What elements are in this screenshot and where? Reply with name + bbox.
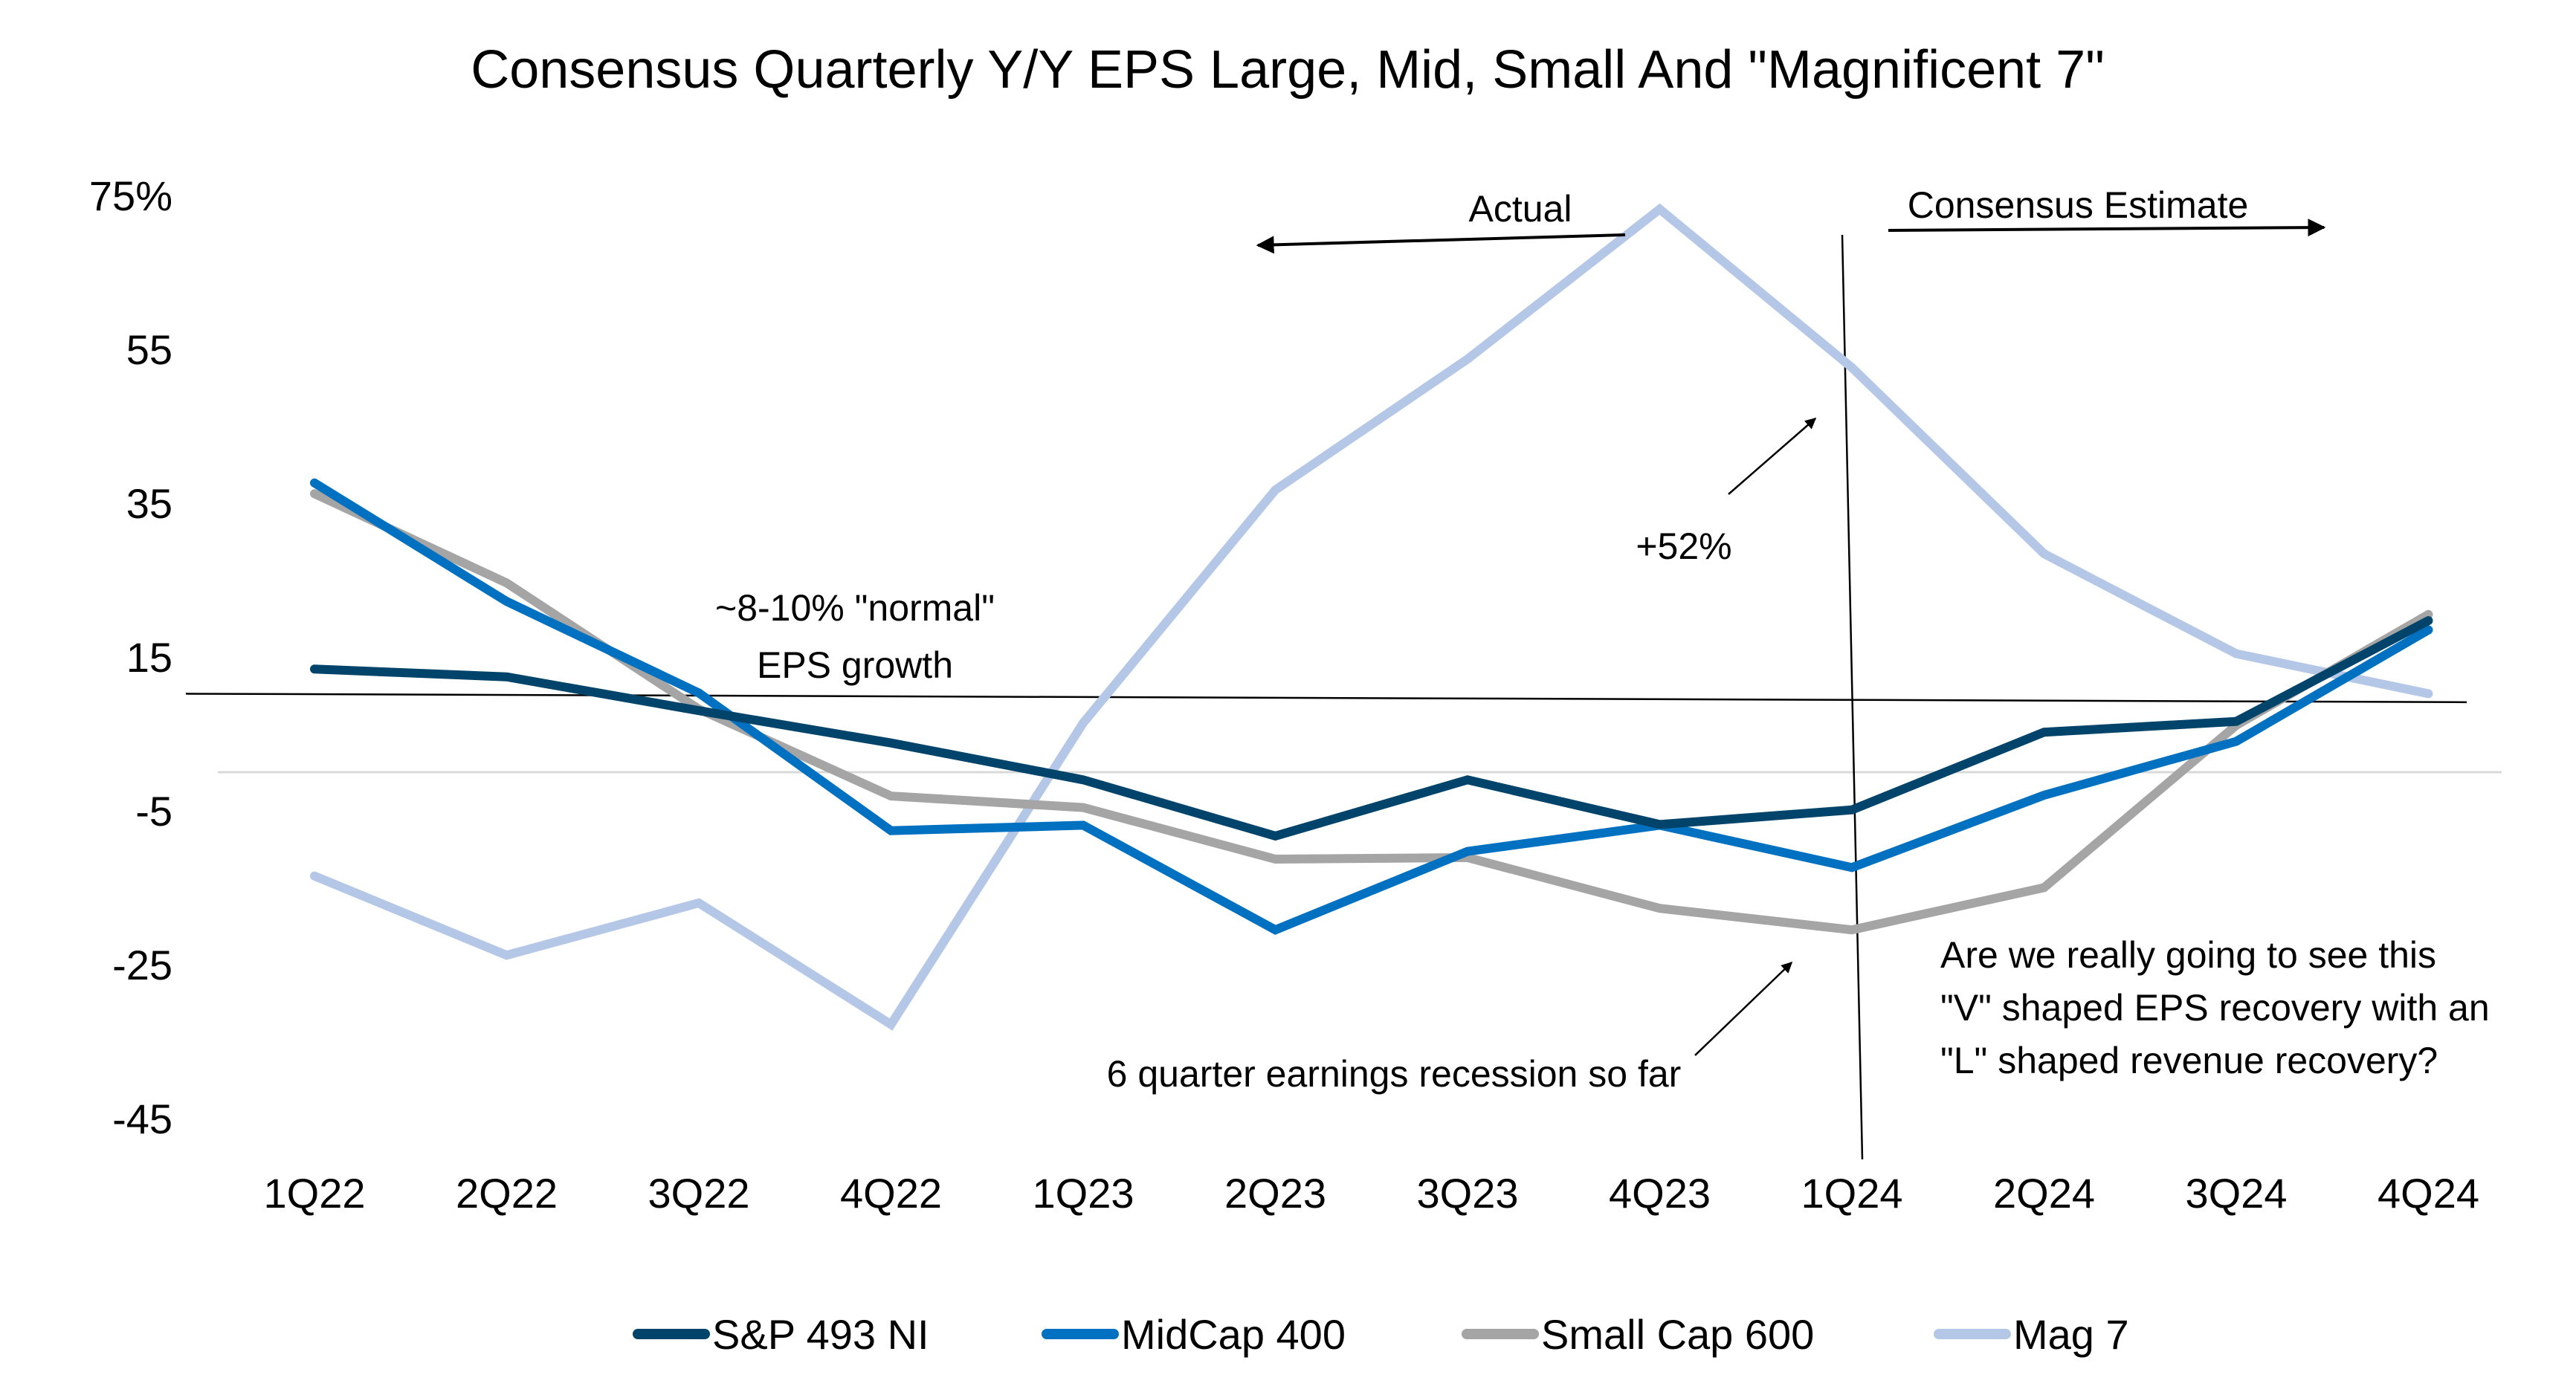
- annotation-question-line2: "V" shaped EPS recovery with an: [1940, 987, 2490, 1029]
- x-tick-label: 1Q23: [1033, 1170, 1134, 1217]
- y-tick-label: -5: [135, 788, 172, 835]
- y-tick-label: -45: [112, 1095, 172, 1142]
- x-tick-label: 2Q23: [1224, 1170, 1326, 1217]
- annotation-actual: Actual: [1469, 188, 1572, 230]
- x-axis: 1Q22 2Q22 3Q22 4Q22 1Q23 2Q23 3Q23 4Q23 1Q24 2Q24…: [264, 1170, 2480, 1217]
- series-line-mag-7: [310, 203, 2433, 1031]
- legend: S&P 493 NI MidCap 400 Small Cap 600 Mag 7: [633, 1311, 2129, 1358]
- plus52-arrow: [1728, 418, 1817, 495]
- actual-estimate-divider: [1841, 234, 1864, 1160]
- annotation-plus52: +52%: [1636, 525, 1731, 567]
- y-tick-label: -25: [112, 942, 172, 988]
- recession-arrow: [1694, 961, 1793, 1056]
- annotation-normal-line1: ~8-10% "normal": [715, 587, 995, 629]
- x-tick-label: 4Q22: [840, 1170, 942, 1217]
- x-tick-label: 2Q24: [1993, 1170, 2095, 1217]
- annotation-question-line3: "L" shaped revenue recovery?: [1940, 1040, 2438, 1081]
- actual-arrow: [1256, 233, 1626, 254]
- chart-title: Consensus Quarterly Y/Y EPS Large, Mid, …: [471, 40, 2105, 100]
- x-tick-label: 3Q22: [648, 1170, 750, 1217]
- normal-growth-reference-line: [185, 693, 2467, 704]
- y-axis: 75% 55 35 15 -5 -25 -45: [89, 172, 172, 1142]
- y-tick-label: 75%: [89, 172, 172, 219]
- estimate-arrow: [1888, 218, 2326, 237]
- annotation-consensus-estimate: Consensus Estimate: [1908, 184, 2249, 226]
- x-tick-label: 3Q23: [1417, 1170, 1519, 1217]
- x-tick-label: 1Q22: [264, 1170, 366, 1217]
- series-line-s-p-493-ni: [310, 616, 2433, 841]
- legend-label: Small Cap 600: [1541, 1311, 1814, 1358]
- legend-label: S&P 493 NI: [712, 1311, 929, 1358]
- annotation-normal-line2: EPS growth: [757, 644, 953, 686]
- x-tick-label: 4Q23: [1609, 1170, 1711, 1217]
- y-tick-label: 35: [126, 480, 172, 527]
- x-tick-label: 2Q22: [456, 1170, 558, 1217]
- x-tick-label: 1Q24: [1801, 1170, 1903, 1217]
- legend-label: Mag 7: [2013, 1311, 2129, 1358]
- series-lines: [310, 203, 2433, 1031]
- annotation-question-line1: Are we really going to see this: [1940, 934, 2436, 976]
- series-line-midcap-400: [310, 478, 2433, 935]
- y-tick-label: 15: [126, 634, 172, 681]
- y-tick-label: 55: [126, 326, 172, 373]
- x-tick-label: 4Q24: [2378, 1170, 2479, 1217]
- x-tick-label: 3Q24: [2186, 1170, 2288, 1217]
- legend-label: MidCap 400: [1121, 1311, 1346, 1358]
- series-line-small-cap-600: [310, 489, 2433, 935]
- annotation-recession: 6 quarter earnings recession so far: [1107, 1053, 1682, 1095]
